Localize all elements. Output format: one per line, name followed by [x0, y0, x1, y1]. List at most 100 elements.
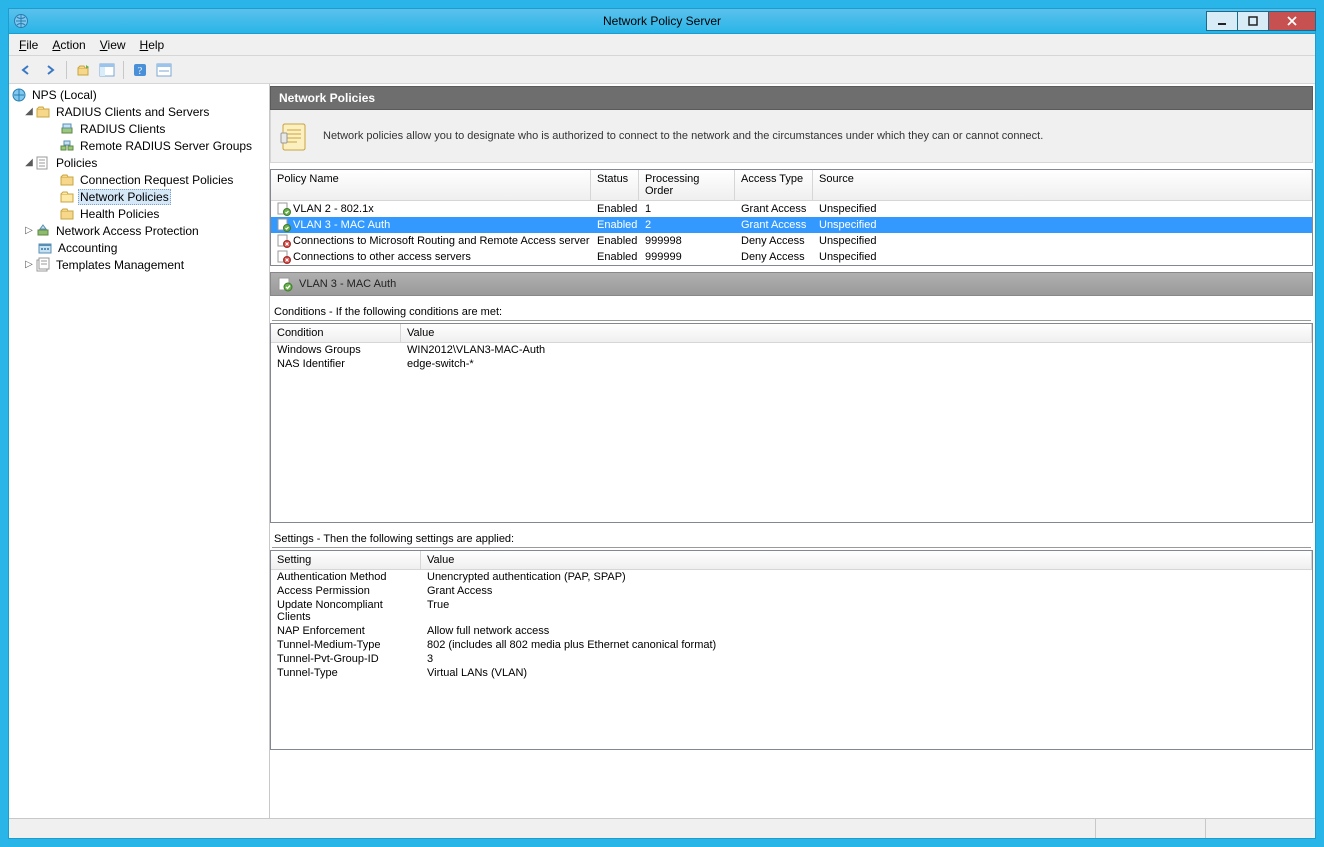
- selected-policy-header: VLAN 3 - MAC Auth: [270, 272, 1313, 296]
- window-controls: [1206, 11, 1315, 31]
- col-access[interactable]: Access Type: [735, 170, 813, 200]
- setting-row[interactable]: Access PermissionGrant Access: [271, 584, 1312, 598]
- expand-icon[interactable]: ▷: [23, 225, 35, 236]
- col-policy-name[interactable]: Policy Name: [271, 170, 591, 200]
- menu-action[interactable]: Action: [52, 38, 85, 52]
- setting-value: Grant Access: [421, 585, 1312, 597]
- tree-radius[interactable]: ◢ RADIUS Clients and Servers: [9, 103, 269, 120]
- policy-row[interactable]: Connections to other access serversEnabl…: [271, 249, 1312, 265]
- setting-value: Allow full network access: [421, 625, 1312, 637]
- expand-icon[interactable]: ▷: [23, 259, 35, 270]
- collapse-icon[interactable]: ◢: [23, 106, 35, 117]
- policy-order: 2: [639, 219, 735, 231]
- setting-name: Access Permission: [271, 585, 421, 597]
- menu-help[interactable]: Help: [140, 38, 165, 52]
- policy-grant-icon: [277, 276, 293, 292]
- col-cond-value[interactable]: Value: [401, 324, 1312, 342]
- setting-name: Update Noncompliant Clients: [271, 599, 421, 623]
- policy-order: 999998: [639, 235, 735, 247]
- setting-row[interactable]: Update Noncompliant ClientsTrue: [271, 598, 1312, 624]
- conditions-header: Condition Value: [271, 324, 1312, 343]
- policy-name: Connections to other access servers: [293, 251, 471, 263]
- setting-row[interactable]: NAP EnforcementAllow full network access: [271, 624, 1312, 638]
- setting-row[interactable]: Authentication MethodUnencrypted authent…: [271, 570, 1312, 584]
- setting-value: 802 (includes all 802 media plus Etherne…: [421, 639, 1312, 651]
- setting-name: Tunnel-Type: [271, 667, 421, 679]
- policy-list[interactable]: Policy Name Status Processing Order Acce…: [270, 169, 1313, 266]
- properties-button[interactable]: [153, 59, 175, 81]
- condition-row[interactable]: NAS Identifieredge-switch-*: [271, 357, 1312, 371]
- setting-row[interactable]: Tunnel-TypeVirtual LANs (VLAN): [271, 666, 1312, 680]
- col-status[interactable]: Status: [591, 170, 639, 200]
- maximize-button[interactable]: [1237, 11, 1269, 31]
- window-title: Network Policy Server: [603, 14, 721, 28]
- help-button[interactable]: ?: [129, 59, 151, 81]
- setting-value: Virtual LANs (VLAN): [421, 667, 1312, 679]
- col-source[interactable]: Source: [813, 170, 1312, 200]
- setting-name: Authentication Method: [271, 571, 421, 583]
- deny-icon: [277, 234, 291, 248]
- col-setting-value[interactable]: Value: [421, 551, 1312, 569]
- settings-list[interactable]: Setting Value Authentication MethodUnenc…: [270, 550, 1313, 750]
- menubar: File Action View Help: [9, 34, 1315, 56]
- statusbar: [9, 818, 1315, 838]
- content-pane: Network Policies Network policies allow …: [270, 84, 1315, 818]
- policy-status: Enabled: [591, 203, 639, 215]
- up-button[interactable]: [72, 59, 94, 81]
- setting-row[interactable]: Tunnel-Medium-Type802 (includes all 802 …: [271, 638, 1312, 652]
- policy-status: Enabled: [591, 235, 639, 247]
- content-header: Network Policies: [270, 86, 1313, 110]
- tree-nap[interactable]: ▷ Network Access Protection: [9, 222, 269, 239]
- collapse-icon[interactable]: ◢: [23, 157, 35, 168]
- forward-button[interactable]: [39, 59, 61, 81]
- policy-order: 1: [639, 203, 735, 215]
- tree-templates[interactable]: ▷ Templates Management: [9, 256, 269, 273]
- toolbar: ?: [9, 56, 1315, 84]
- tree-policies[interactable]: ◢ Policies: [9, 154, 269, 171]
- policy-name: VLAN 2 - 802.1x: [293, 203, 374, 215]
- col-order[interactable]: Processing Order: [639, 170, 735, 200]
- policy-row[interactable]: VLAN 2 - 802.1xEnabled1Grant AccessUnspe…: [271, 201, 1312, 217]
- app-icon: [13, 13, 29, 29]
- condition-value: edge-switch-*: [401, 358, 1312, 370]
- tree-remote-groups[interactable]: Remote RADIUS Server Groups: [9, 137, 269, 154]
- policy-icon: [279, 120, 311, 152]
- menu-file[interactable]: File: [19, 38, 38, 52]
- setting-row[interactable]: Tunnel-Pvt-Group-ID3: [271, 652, 1312, 666]
- tree-network-policies[interactable]: Network Policies: [9, 188, 269, 205]
- condition-row[interactable]: Windows GroupsWIN2012\VLAN3-MAC-Auth: [271, 343, 1312, 357]
- show-hide-tree-button[interactable]: [96, 59, 118, 81]
- grant-icon: [277, 218, 291, 232]
- conditions-list[interactable]: Condition Value Windows GroupsWIN2012\VL…: [270, 323, 1313, 523]
- list-header: Policy Name Status Processing Order Acce…: [271, 170, 1312, 201]
- tree-pane[interactable]: NPS (Local) ◢ RADIUS Clients and Servers…: [9, 84, 270, 818]
- policy-row[interactable]: Connections to Microsoft Routing and Rem…: [271, 233, 1312, 249]
- setting-value: 3: [421, 653, 1312, 665]
- setting-value: True: [421, 599, 1312, 623]
- tree-accounting[interactable]: Accounting: [9, 239, 269, 256]
- close-button[interactable]: [1268, 11, 1316, 31]
- policy-row[interactable]: VLAN 3 - MAC AuthEnabled2Grant AccessUns…: [271, 217, 1312, 233]
- setting-name: NAP Enforcement: [271, 625, 421, 637]
- svg-text:?: ?: [138, 66, 143, 77]
- col-setting[interactable]: Setting: [271, 551, 421, 569]
- back-button[interactable]: [15, 59, 37, 81]
- policy-access: Deny Access: [735, 251, 813, 263]
- condition-name: NAS Identifier: [271, 358, 401, 370]
- policy-order: 999999: [639, 251, 735, 263]
- titlebar[interactable]: Network Policy Server: [9, 9, 1315, 34]
- condition-name: Windows Groups: [271, 344, 401, 356]
- setting-value: Unencrypted authentication (PAP, SPAP): [421, 571, 1312, 583]
- tree-radius-clients[interactable]: RADIUS Clients: [9, 120, 269, 137]
- grant-icon: [277, 202, 291, 216]
- tree-root[interactable]: NPS (Local): [9, 86, 269, 103]
- tree-conn-req[interactable]: Connection Request Policies: [9, 171, 269, 188]
- policy-access: Deny Access: [735, 235, 813, 247]
- settings-title: Settings - Then the following settings a…: [274, 533, 1309, 545]
- minimize-button[interactable]: [1206, 11, 1238, 31]
- tree-health[interactable]: Health Policies: [9, 205, 269, 222]
- menu-view[interactable]: View: [100, 38, 126, 52]
- col-condition[interactable]: Condition: [271, 324, 401, 342]
- condition-value: WIN2012\VLAN3-MAC-Auth: [401, 344, 1312, 356]
- nav-tree: NPS (Local) ◢ RADIUS Clients and Servers…: [9, 86, 269, 273]
